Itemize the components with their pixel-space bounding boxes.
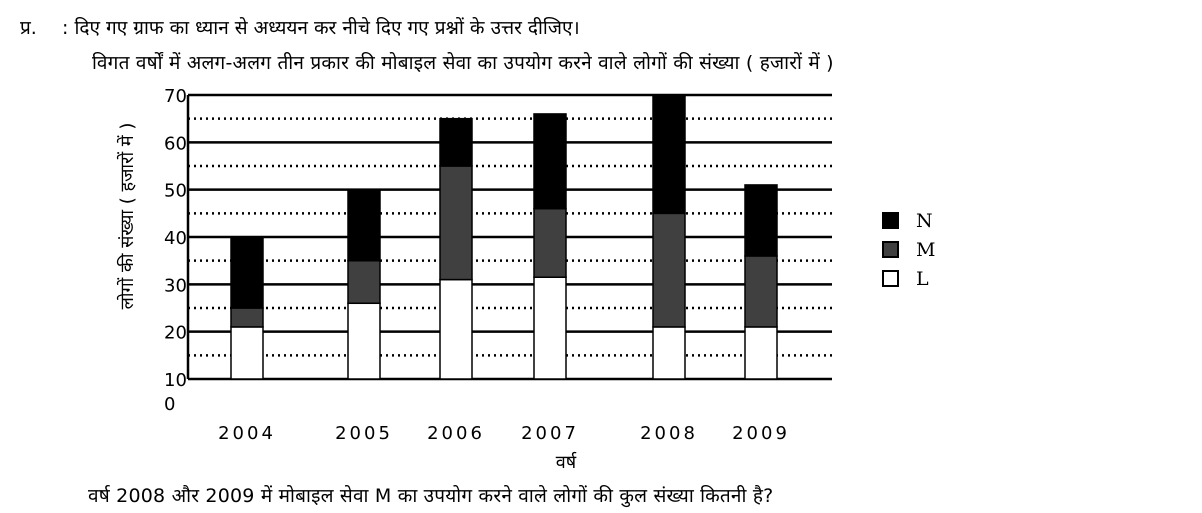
y-tick-label: 50 [164,181,187,202]
y-tick-label: 70 [164,86,187,107]
legend-label-N: N [916,210,933,232]
bar-M-2007 [533,207,567,278]
bar-N-2005 [347,188,381,262]
x-tick-label: 2006 [427,423,485,444]
bar-N-2004 [230,236,264,309]
x-tick-label: 2004 [218,423,276,444]
y-tick-label: 40 [164,228,187,249]
bar-M-2005 [347,259,381,305]
bar-N-2006 [439,117,473,167]
legend-label-L: L [916,268,929,290]
legend-swatch-M [882,241,899,258]
x-tick-label: 2007 [521,423,579,444]
x-tick-label: 2008 [640,423,698,444]
bar-N-2007 [533,113,567,210]
chart-title: विगत वर्षों में अलग-अलग तीन प्रकार की मो… [92,52,834,74]
bar-L-2008 [652,326,686,380]
legend-swatch-L [882,270,899,287]
legend-label-M: M [916,239,935,261]
bar-N-2009 [744,184,778,257]
x-axis-label: वर्ष [556,451,577,473]
bar-L-2004 [230,326,264,380]
bar-L-2006 [439,278,473,380]
x-tick-label: 2005 [335,423,393,444]
y-tick-label: 0 [164,394,175,415]
question-prompt: वर्ष 2008 और 2009 में मोबाइल सेवा M का उ… [88,485,774,507]
bar-M-2004 [230,307,264,328]
x-tick-label: 2009 [732,423,790,444]
y-tick-label: 60 [164,133,187,154]
bar-N-2008 [652,94,686,215]
bar-M-2008 [652,212,686,328]
y-tick-label: 30 [164,275,187,296]
y-tick-label: 10 [164,370,187,391]
bar-L-2007 [533,276,567,380]
legend-swatch-N [882,212,899,229]
bar-L-2005 [347,302,381,380]
question-instruction: : दिए गए ग्राफ का ध्यान से अध्ययन कर नीच… [62,17,580,39]
bar-M-2009 [744,255,778,328]
y-tick-label: 20 [164,323,187,344]
bar-L-2009 [744,326,778,380]
question-number: प्र. [20,17,37,39]
bar-M-2006 [439,165,473,281]
